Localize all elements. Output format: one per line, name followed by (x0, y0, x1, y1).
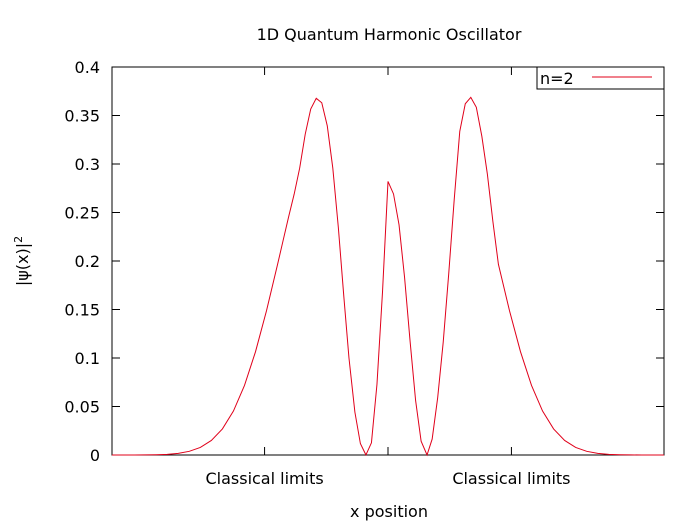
y-tick-label: 0.25 (64, 204, 100, 223)
y-tick-label: 0.1 (75, 349, 100, 368)
x-axis: Classical limits Classical limits (205, 67, 571, 488)
legend-box (536, 66, 665, 90)
y-tick-label: 0.35 (64, 107, 100, 126)
y-axis: 0 0.05 0.1 0.15 0.2 0.25 0.3 0.35 0.4 (64, 58, 664, 465)
y-tick-label: 0 (90, 446, 100, 465)
legend: n=2 (536, 66, 665, 90)
x-axis-label: x position (350, 502, 428, 521)
x-tick-label: Classical limits (452, 469, 570, 488)
plot-frame (111, 66, 665, 456)
x-tick-label: Classical limits (205, 469, 323, 488)
y-axis-label: |ψ(x)|2 (12, 236, 33, 286)
y-tick-label: 0.05 (64, 398, 100, 417)
y-tick-label: 0.4 (75, 58, 100, 77)
y-tick-label: 0.3 (75, 155, 100, 174)
chart-title: 1D Quantum Harmonic Oscillator (257, 25, 522, 44)
series-line-n2 (112, 96, 664, 457)
legend-label: n=2 (540, 69, 574, 88)
y-tick-label: 0.15 (64, 301, 100, 320)
y-tick-label: 0.2 (75, 252, 100, 271)
